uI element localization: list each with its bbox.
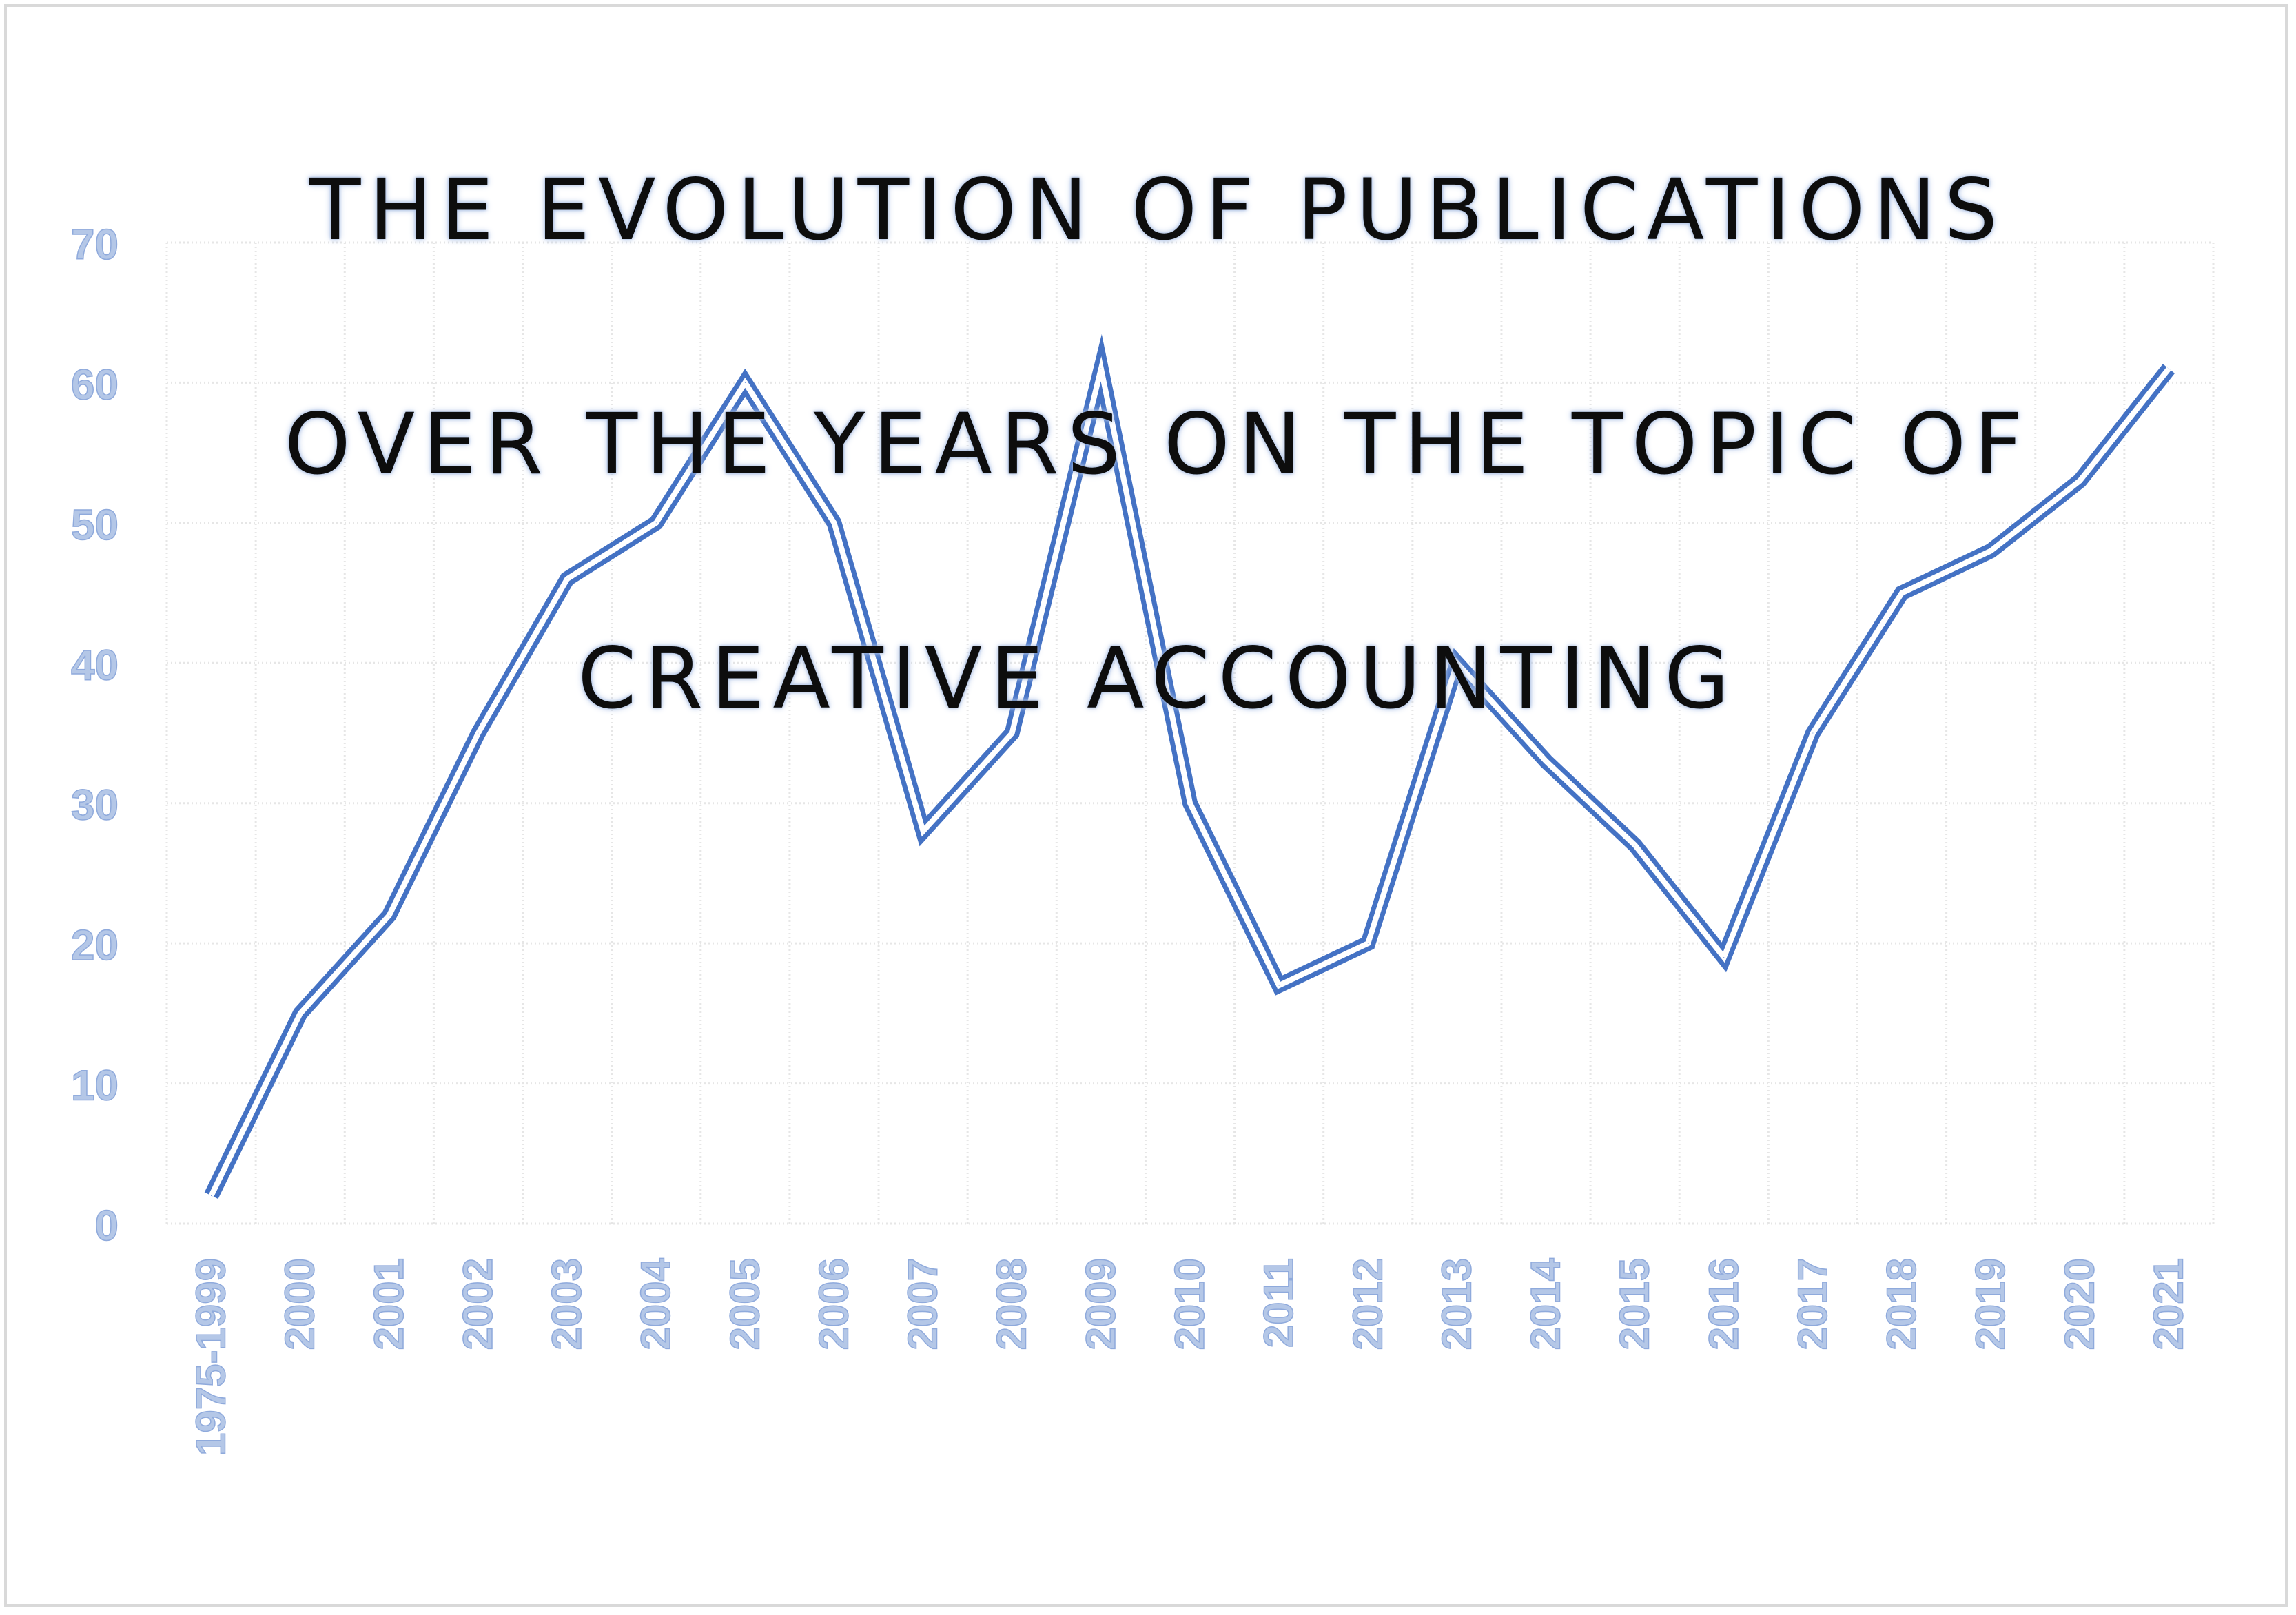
x-tick-label: 2014 (1523, 1257, 1569, 1350)
y-tick-label: 70 (71, 221, 119, 269)
x-tick-label: 2008 (989, 1258, 1035, 1350)
y-tick-label: 0 (95, 1202, 119, 1250)
x-tick-label: 2005 (721, 1258, 768, 1350)
x-tick-label: 2006 (810, 1258, 857, 1350)
chart-title-line: OVER THE YEARS ON THE TOPIC OF (284, 395, 2031, 493)
data-point (744, 382, 746, 383)
y-axis-tick-labels: 0 10 20 30 40 50 60 70 (70, 220, 119, 1251)
x-tick-label: 2002 (455, 1258, 501, 1350)
chart-title: THE EVOLUTION OF PUBLICATIONS OVER THE Y… (262, 34, 2053, 737)
x-tick-label: 2021 (2145, 1258, 2191, 1350)
x-tick-label: 2010 (1167, 1258, 1213, 1350)
x-tick-label: 1975-1999 (188, 1258, 234, 1456)
x-tick-label: 2017 (1790, 1258, 1836, 1350)
x-tick-label: 2001 (366, 1258, 412, 1350)
x-tick-label: 2015 (1612, 1258, 1658, 1350)
x-tick-label: 2011 (1255, 1258, 1302, 1348)
x-tick-label: 2009 (1078, 1258, 1124, 1350)
y-tick-label: 50 (71, 502, 119, 549)
data-point (1723, 956, 1725, 958)
x-tick-label: 2004 (633, 1257, 679, 1350)
x-axis-tick-labels: 1975-1999 2000 2001 2002 2003 2004 2005 2006 200… (187, 1257, 2192, 1457)
x-tick-label: 2013 (1433, 1258, 1479, 1350)
data-point (1278, 985, 1280, 986)
data-point (211, 1195, 212, 1196)
x-tick-label: 2007 (900, 1258, 946, 1350)
data-point (1812, 732, 1814, 734)
y-tick-label: 30 (71, 782, 119, 830)
x-tick-label: 2020 (2056, 1258, 2102, 1350)
series-lines (204, 333, 2175, 1200)
chart-title-line: THE EVOLUTION OF PUBLICATIONS (309, 161, 2007, 259)
y-tick-label: 10 (71, 1062, 119, 1110)
x-tick-label: 2000 (277, 1258, 323, 1350)
x-tick-label: 2016 (1701, 1258, 1747, 1350)
data-point (655, 522, 657, 524)
y-tick-label: 60 (71, 361, 119, 409)
chart-title-line: CREATIVE ACCOUNTING (577, 630, 1738, 728)
x-tick-label: 2019 (1967, 1258, 2013, 1350)
x-tick-label: 2003 (544, 1258, 590, 1350)
y-tick-label: 20 (71, 922, 119, 969)
y-tick-label: 40 (71, 641, 119, 689)
data-point (1367, 943, 1369, 944)
x-tick-label: 2012 (1344, 1258, 1391, 1350)
x-tick-label: 2018 (1878, 1258, 1925, 1350)
